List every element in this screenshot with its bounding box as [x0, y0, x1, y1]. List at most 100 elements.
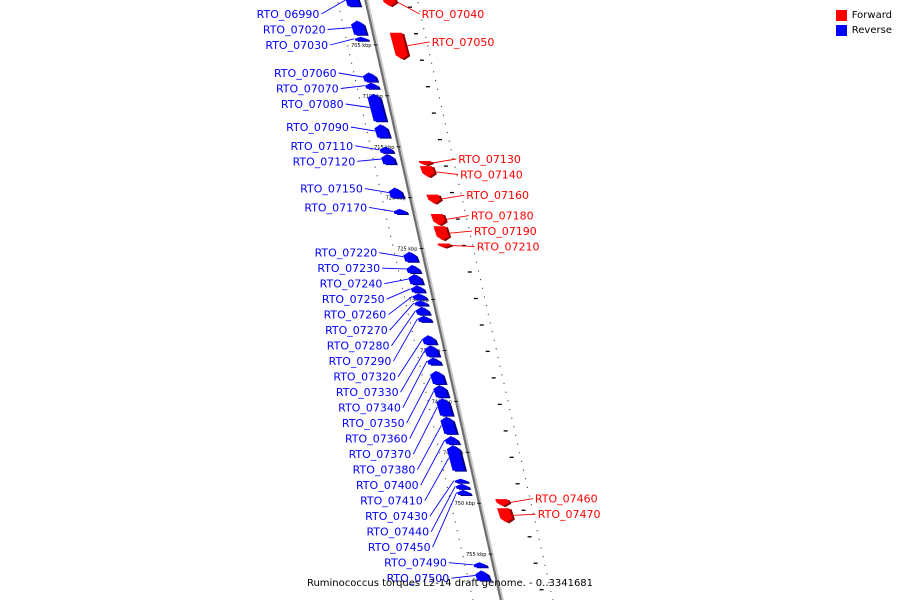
gene-RTO_07350[interactable] — [430, 370, 448, 385]
gene-RTO_07470[interactable] — [497, 508, 515, 524]
gene-RTO_07150[interactable] — [388, 187, 406, 199]
gene-label[interactable]: RTO_07140 — [460, 169, 523, 182]
gene-RTO_07020[interactable] — [351, 20, 369, 36]
gene-label[interactable]: RTO_07180 — [471, 210, 534, 223]
gene-label[interactable]: RTO_07270 — [325, 324, 388, 337]
gene-RTO_07250[interactable] — [410, 285, 427, 294]
gene-RTO_07060[interactable] — [362, 72, 380, 83]
gene-label[interactable]: RTO_07330 — [336, 386, 399, 399]
gene-label[interactable]: RTO_07070 — [276, 83, 339, 96]
gene-label[interactable]: RTO_07320 — [333, 371, 396, 384]
gene-label[interactable]: RTO_07340 — [338, 402, 401, 415]
gene-label[interactable]: RTO_07500 — [387, 572, 450, 585]
gene-label[interactable]: RTO_07220 — [315, 247, 378, 260]
gene-label[interactable]: RTO_06990 — [257, 8, 320, 21]
gene-label[interactable]: RTO_07450 — [368, 541, 431, 554]
gene-label[interactable]: RTO_07380 — [353, 464, 416, 477]
gene-label[interactable]: RTO_07240 — [320, 278, 383, 291]
track-dot — [521, 460, 523, 462]
gene-RTO_07090[interactable] — [374, 124, 392, 139]
gene-label[interactable]: RTO_07090 — [286, 121, 349, 134]
gene-label[interactable]: RTO_07030 — [265, 39, 328, 52]
gene-RTO_07190[interactable] — [433, 226, 452, 242]
track-dot — [374, 166, 376, 168]
gene-RTO_07180[interactable] — [430, 214, 448, 227]
gene-RTO_07460[interactable] — [495, 499, 512, 508]
gene-label[interactable]: RTO_07290 — [329, 355, 392, 368]
gene-RTO_07400[interactable] — [444, 436, 462, 446]
gene-RTO_07430[interactable] — [454, 478, 470, 484]
gene-label[interactable]: RTO_07020 — [263, 24, 326, 37]
track-dot — [474, 253, 476, 255]
track-dot — [515, 434, 517, 436]
gene-label[interactable]: RTO_07050 — [432, 36, 495, 49]
gene-RTO_07220[interactable] — [403, 251, 420, 263]
gene-label[interactable]: RTO_07440 — [366, 526, 429, 539]
gene-RTO_07040[interactable] — [382, 0, 399, 8]
gene-RTO_07440[interactable] — [455, 483, 472, 490]
gene-label[interactable]: RTO_07120 — [293, 155, 356, 168]
gene-leader-line — [327, 27, 352, 30]
gene-label[interactable]: RTO_07260 — [324, 309, 387, 322]
gene-leader-line — [430, 486, 456, 532]
gene-RTO_07410[interactable] — [446, 445, 468, 472]
gene-RTO_07170[interactable] — [393, 208, 410, 215]
gene-label[interactable]: RTO_07370 — [349, 448, 412, 461]
gene-label[interactable]: RTO_07470 — [538, 508, 601, 521]
gene-RTO_07270[interactable] — [414, 300, 430, 307]
gene-RTO_07280[interactable] — [415, 306, 432, 316]
gene-RTO_07240[interactable] — [408, 274, 426, 286]
gene-RTO_07030[interactable] — [354, 36, 371, 42]
gene-leader-line — [364, 188, 389, 194]
gene-RTO_07210[interactable] — [437, 243, 453, 249]
gene-RTO_07500[interactable] — [475, 570, 492, 582]
gene-RTO_07450[interactable] — [457, 489, 473, 496]
gene-RTO_06990[interactable] — [345, 0, 363, 8]
gene-RTO_07130[interactable] — [418, 161, 435, 167]
track-dot — [382, 201, 384, 203]
gene-RTO_07360[interactable] — [433, 385, 451, 399]
track-dot — [448, 140, 450, 142]
gene-RTO_07320[interactable] — [422, 335, 439, 346]
gene-RTO_07120[interactable] — [381, 153, 398, 166]
gene-RTO_07230[interactable] — [406, 264, 423, 274]
gene-RTO_07260[interactable] — [412, 293, 429, 301]
gene-label[interactable]: RTO_07230 — [317, 262, 380, 275]
gene-label[interactable]: RTO_07280 — [327, 340, 390, 353]
gene-label[interactable]: RTO_07040 — [422, 8, 485, 21]
gene-label[interactable]: RTO_07410 — [360, 495, 423, 508]
gene-RTO_07340[interactable] — [427, 357, 444, 366]
track-dot — [464, 564, 466, 566]
gene-label[interactable]: RTO_07150 — [300, 183, 363, 196]
gene-label[interactable]: RTO_07160 — [466, 189, 529, 202]
gene-RTO_07110[interactable] — [379, 146, 396, 154]
gene-RTO_07050[interactable] — [389, 32, 411, 61]
gene-label[interactable]: RTO_07130 — [458, 153, 521, 166]
gene-RTO_07370[interactable] — [436, 398, 455, 417]
gene-RTO_07490[interactable] — [473, 562, 489, 569]
gene-label[interactable]: RTO_07400 — [356, 479, 419, 492]
gene-label[interactable]: RTO_07190 — [474, 225, 537, 238]
gene-RTO_07140[interactable] — [419, 166, 437, 179]
gene-RTO_07070[interactable] — [365, 82, 381, 90]
gene-label[interactable]: RTO_07350 — [342, 417, 405, 430]
gene-label[interactable]: RTO_07210 — [477, 241, 540, 254]
gene-RTO_07160[interactable] — [426, 194, 443, 205]
gene-label[interactable]: RTO_07430 — [365, 510, 428, 523]
gene-label[interactable]: RTO_07060 — [274, 67, 337, 80]
gene-label[interactable]: RTO_07250 — [322, 293, 385, 306]
gene-leader-line — [444, 215, 469, 221]
gene-label[interactable]: RTO_07360 — [345, 433, 408, 446]
track-dot — [345, 36, 347, 38]
gene-label[interactable]: RTO_07110 — [290, 140, 353, 153]
gene-label[interactable]: RTO_07170 — [304, 201, 367, 214]
gene-leader-line — [329, 38, 355, 46]
gene-label[interactable]: RTO_07490 — [384, 557, 447, 570]
gene-label[interactable]: RTO_07460 — [535, 493, 598, 506]
gene-label[interactable]: RTO_07080 — [281, 98, 344, 111]
gene-RTO_07330[interactable] — [424, 345, 442, 358]
gene-RTO_07080[interactable] — [367, 93, 389, 123]
gene-RTO_07380[interactable] — [440, 416, 459, 435]
gene-RTO_07290[interactable] — [417, 315, 434, 323]
